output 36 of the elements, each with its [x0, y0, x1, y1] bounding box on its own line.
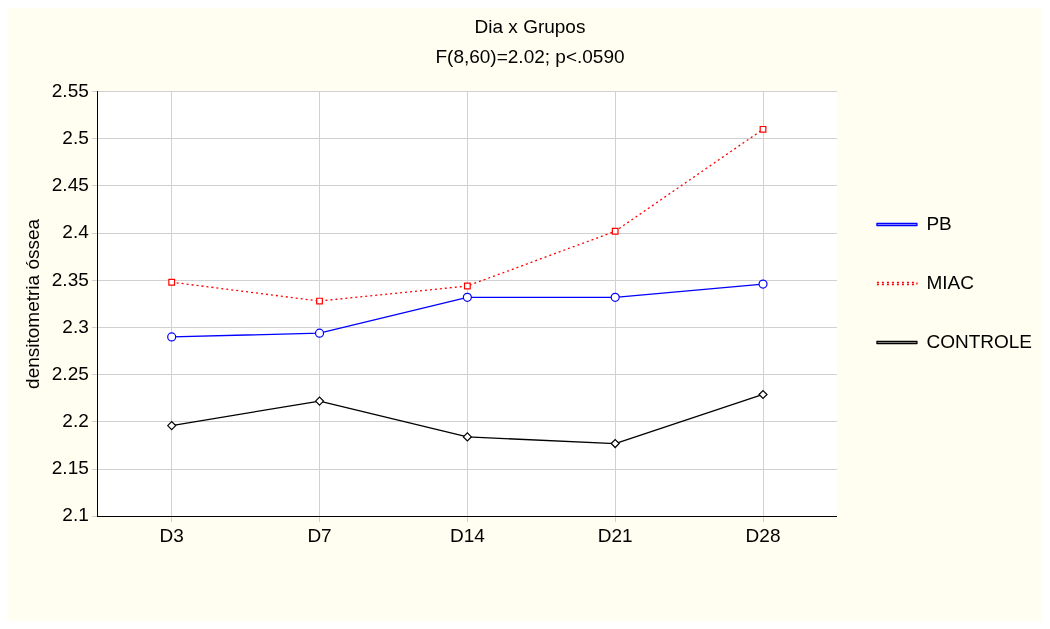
legend-label: PB [926, 212, 952, 234]
y-axis-title: densitometria óssea [21, 218, 43, 389]
x-tick-label: D7 [307, 524, 332, 546]
point [462, 432, 472, 442]
y-tick-label: 2.1 [62, 504, 89, 526]
y-tick-label: 2.25 [51, 362, 89, 384]
point [316, 297, 323, 305]
x-tick-label: D3 [159, 524, 184, 546]
x-tick-label: D14 [449, 524, 486, 546]
y-tick-label: 2.55 [51, 79, 89, 101]
x-tick-label: D28 [745, 524, 781, 546]
y-tick-label: 2.2 [62, 410, 89, 432]
y-tick-label: 2.4 [62, 221, 90, 243]
point [167, 421, 177, 431]
y-tick-label: 2.45 [51, 174, 89, 196]
point [167, 332, 177, 342]
chart-title: Dia x Grupos [474, 15, 586, 37]
point [759, 125, 767, 133]
y-tick-label: 2.15 [51, 457, 89, 479]
y-tick-label: 2.35 [51, 268, 89, 290]
y-tick-label: 2.5 [62, 127, 89, 149]
point [610, 292, 620, 302]
legend-label: MIAC [926, 271, 974, 293]
point [462, 292, 472, 302]
point [463, 282, 471, 290]
point [314, 328, 325, 338]
point [758, 279, 768, 289]
y-tick-label: 2.3 [62, 315, 89, 337]
point [758, 389, 768, 400]
chart-subtitle: F(8,60)=2.02; p<.0590 [435, 46, 625, 68]
point [168, 278, 176, 286]
point [611, 227, 619, 235]
point [610, 438, 620, 449]
legend-label: CONTROLE [926, 330, 1033, 352]
x-tick-label: D21 [597, 524, 633, 546]
point [314, 396, 325, 406]
